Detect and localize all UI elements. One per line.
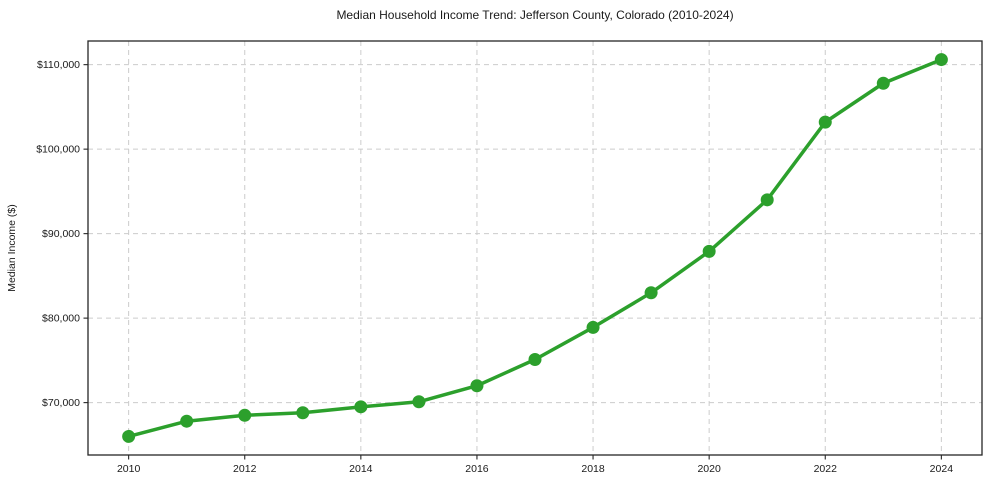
- data-point-2021: [760, 193, 774, 207]
- data-point-2014: [354, 400, 368, 414]
- data-point-2010: [122, 429, 136, 443]
- data-point-2022: [818, 115, 832, 129]
- chart-title: Median Household Income Trend: Jefferson…: [336, 8, 734, 22]
- data-point-2013: [296, 406, 310, 420]
- data-point-2024: [934, 53, 948, 67]
- data-point-2011: [180, 414, 194, 428]
- data-point-2012: [238, 408, 252, 422]
- data-point-2019: [644, 286, 658, 300]
- x-tick-label: 2016: [465, 463, 489, 475]
- trend-line: [126, 57, 944, 439]
- data-point-2018: [586, 320, 600, 334]
- x-tick-label: 2024: [930, 463, 954, 475]
- data-point-2017: [528, 353, 542, 367]
- data-point-2015: [412, 395, 426, 409]
- x-tick-label: 2014: [349, 463, 373, 475]
- y-tick-label: $110,000: [37, 59, 80, 71]
- x-tick-label: 2012: [233, 463, 257, 475]
- data-point-2023: [876, 76, 890, 90]
- y-tick-label: $100,000: [36, 144, 80, 156]
- data-point-2016: [470, 379, 484, 393]
- y-tick-label: $90,000: [42, 228, 80, 240]
- x-tick-label: 2020: [697, 463, 721, 475]
- plot-border: [87, 40, 983, 456]
- y-tick-label: $70,000: [42, 397, 80, 409]
- x-tick-label: 2022: [814, 463, 838, 475]
- y-tick-label: $80,000: [42, 313, 80, 325]
- data-point-2020: [702, 244, 716, 258]
- x-tick-label: 2018: [581, 463, 605, 475]
- x-tick-label: 2010: [117, 463, 141, 475]
